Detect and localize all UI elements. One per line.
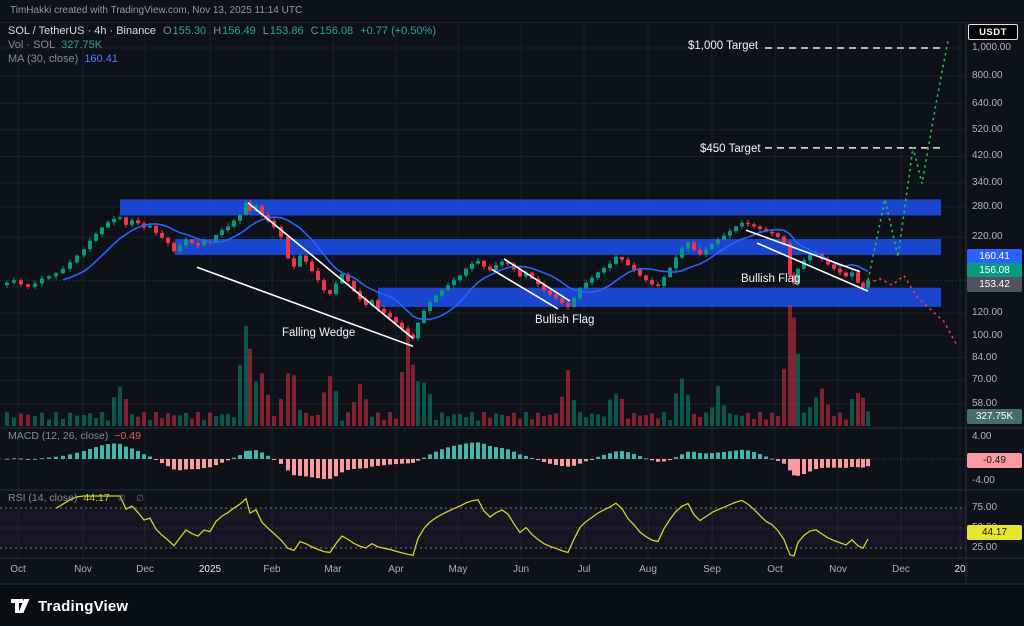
topbar: TimHakki created with TradingView.com, N… bbox=[0, 0, 1024, 23]
main-legend: SOL / TetherUS · 4h · Binance O155.30 H156… bbox=[8, 24, 436, 66]
currency-toggle-button[interactable]: USDT bbox=[968, 24, 1018, 40]
macd-label[interactable]: MACD (12, 26, close) bbox=[8, 430, 109, 442]
ohlc-low-label: L bbox=[262, 25, 269, 37]
symbol-legend-row: SOL / TetherUS · 4h · Binance O155.30 H156… bbox=[8, 24, 436, 38]
footer-logo-link[interactable]: TradingView bbox=[10, 593, 128, 619]
ma-line[interactable] bbox=[62, 216, 869, 321]
change-value: +0.77 (+0.50%) bbox=[360, 25, 437, 37]
ohlc-low-value: 153.86 bbox=[269, 25, 304, 37]
ohlc-close-value: 156.08 bbox=[319, 25, 354, 37]
rsi-label[interactable]: RSI (14, close) bbox=[8, 492, 78, 504]
support-resistance-bands bbox=[120, 199, 941, 307]
volume-histogram bbox=[5, 305, 870, 426]
ohlc-high-label: H bbox=[213, 25, 222, 37]
tradingview-brand-text: TradingView bbox=[38, 597, 129, 615]
bullish-flag-right-upper[interactable] bbox=[745, 229, 861, 273]
ohlc-close-label: C bbox=[310, 25, 319, 37]
ma-label[interactable]: MA (30, close) bbox=[8, 53, 79, 65]
ohlc-high-value: 156.49 bbox=[222, 25, 256, 37]
falling-wedge-upper[interactable] bbox=[247, 202, 414, 339]
footer-strip bbox=[0, 585, 1024, 626]
price-band[interactable] bbox=[378, 287, 941, 307]
bullish-flag-mid-upper[interactable] bbox=[503, 258, 571, 302]
ohlc-open-value: 155.30 bbox=[172, 25, 207, 37]
macd-value: −0.49 bbox=[114, 430, 141, 442]
rsi-pane bbox=[0, 495, 966, 557]
creator-credit: TimHakki created with TradingView.com, N… bbox=[10, 5, 303, 16]
volume-legend-row: Vol · SOL 327.75K bbox=[8, 38, 436, 52]
price-band[interactable] bbox=[120, 199, 941, 216]
ohlc-open-label: O bbox=[162, 25, 172, 37]
macd-pane bbox=[0, 442, 966, 479]
pane-borders bbox=[0, 22, 1024, 585]
ma-value: 160.41 bbox=[84, 53, 118, 65]
rsi-legend: RSI (14, close) 44.17 ∅ ∅ bbox=[8, 492, 148, 504]
rsi-hide-icons[interactable]: ∅ ∅ bbox=[117, 493, 148, 503]
trendline-drawings bbox=[196, 202, 869, 347]
ma-legend-row: MA (30, close) 160.41 bbox=[8, 52, 436, 66]
volume-value: 327.75K bbox=[61, 39, 103, 51]
candles bbox=[5, 199, 870, 341]
rsi-line bbox=[55, 495, 869, 557]
target-lines bbox=[765, 47, 941, 149]
bearish-projection-path[interactable] bbox=[867, 274, 957, 344]
symbol-title[interactable]: SOL / TetherUS · 4h · Binance bbox=[8, 25, 156, 37]
bullish-flag-mid-lower[interactable] bbox=[491, 268, 559, 310]
projection-paths bbox=[867, 40, 957, 344]
bullish-flag-right-lower[interactable] bbox=[756, 242, 869, 292]
rsi-value: 44.17 bbox=[83, 492, 110, 504]
price-band[interactable] bbox=[175, 238, 941, 255]
volume-label[interactable]: Vol · SOL bbox=[8, 39, 56, 51]
macd-legend: MACD (12, 26, close) −0.49 bbox=[8, 430, 141, 442]
falling-wedge-lower[interactable] bbox=[196, 266, 414, 347]
bullish-projection-path[interactable] bbox=[867, 40, 949, 281]
tradingview-logo-icon bbox=[11, 599, 30, 613]
